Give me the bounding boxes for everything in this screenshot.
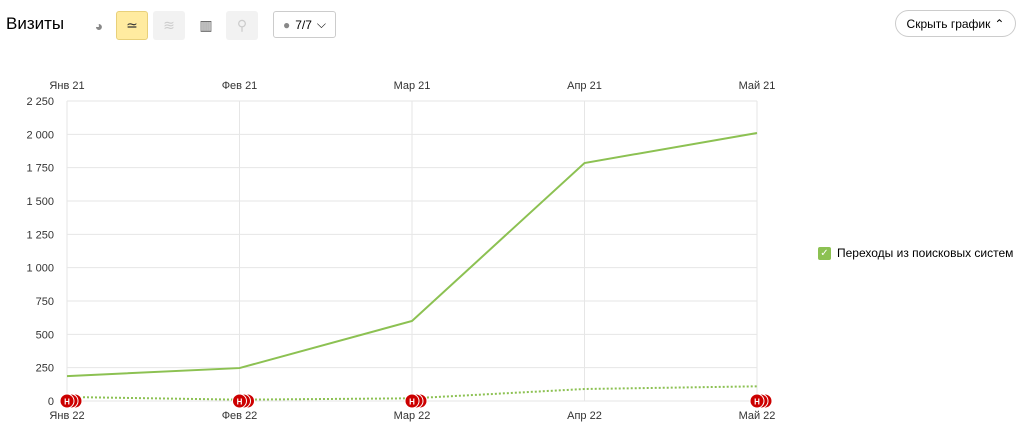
chevron-down-icon: ⌵	[316, 17, 327, 31]
annotation-marker	[749, 393, 765, 409]
y-tick-label: 1 750	[26, 163, 54, 175]
bar-chart-icon[interactable]: ▥	[199, 17, 213, 33]
y-tick-label: 0	[48, 396, 54, 408]
segments-dropdown[interactable]: ● 7/7 ⌵	[273, 11, 336, 38]
area-chart-icon[interactable]: ≋	[153, 11, 185, 40]
x-tick-label: Мар 22	[394, 410, 431, 422]
top-x-tick-label: Апр 21	[567, 80, 602, 92]
x-tick-label: Фев 22	[222, 410, 258, 422]
page-title: Визиты	[6, 14, 65, 33]
annotation-label: Н	[64, 398, 70, 407]
y-tick-label: 1 500	[26, 196, 54, 208]
annotation-marker	[232, 393, 247, 409]
hide-chart-button[interactable]: Скрыть график ⌃	[895, 10, 1016, 37]
y-tick-label: 750	[36, 296, 54, 308]
annotation-marker	[59, 393, 75, 409]
legend-item[interactable]: ✓ Переходы из поисковых систем	[818, 246, 1013, 260]
top-x-tick-label: Фев 21	[222, 80, 258, 92]
y-tick-label: 1 250	[26, 229, 54, 241]
top-x-tick-label: Май 21	[739, 80, 776, 92]
annotation-label: Н	[409, 398, 415, 407]
y-tick-label: 2 250	[26, 96, 54, 108]
comment-icon: ●	[282, 17, 291, 32]
x-tick-label: Май 22	[739, 410, 776, 422]
y-tick-label: 2 000	[26, 129, 54, 141]
annotation-marker	[404, 393, 420, 409]
x-tick-label: Янв 22	[49, 410, 84, 422]
annotation-label: Н	[237, 398, 243, 407]
annotation-label: Н	[754, 398, 760, 407]
top-x-tick-label: Янв 21	[49, 80, 84, 92]
top-x-tick-label: Мар 21	[394, 80, 431, 92]
line-chart-icon[interactable]: ≃	[116, 11, 148, 40]
y-tick-label: 500	[36, 329, 54, 341]
series-line-2022	[66, 132, 758, 378]
pie-chart-icon[interactable]: ◕	[94, 17, 104, 34]
checkbox-icon[interactable]: ✓	[818, 246, 831, 260]
y-tick-label: 1 000	[26, 263, 54, 275]
y-tick-label: 250	[36, 363, 54, 375]
map-icon[interactable]: ⚲	[226, 11, 258, 40]
chevron-up-icon: ⌃	[994, 16, 1005, 31]
x-tick-label: Апр 22	[567, 410, 602, 422]
